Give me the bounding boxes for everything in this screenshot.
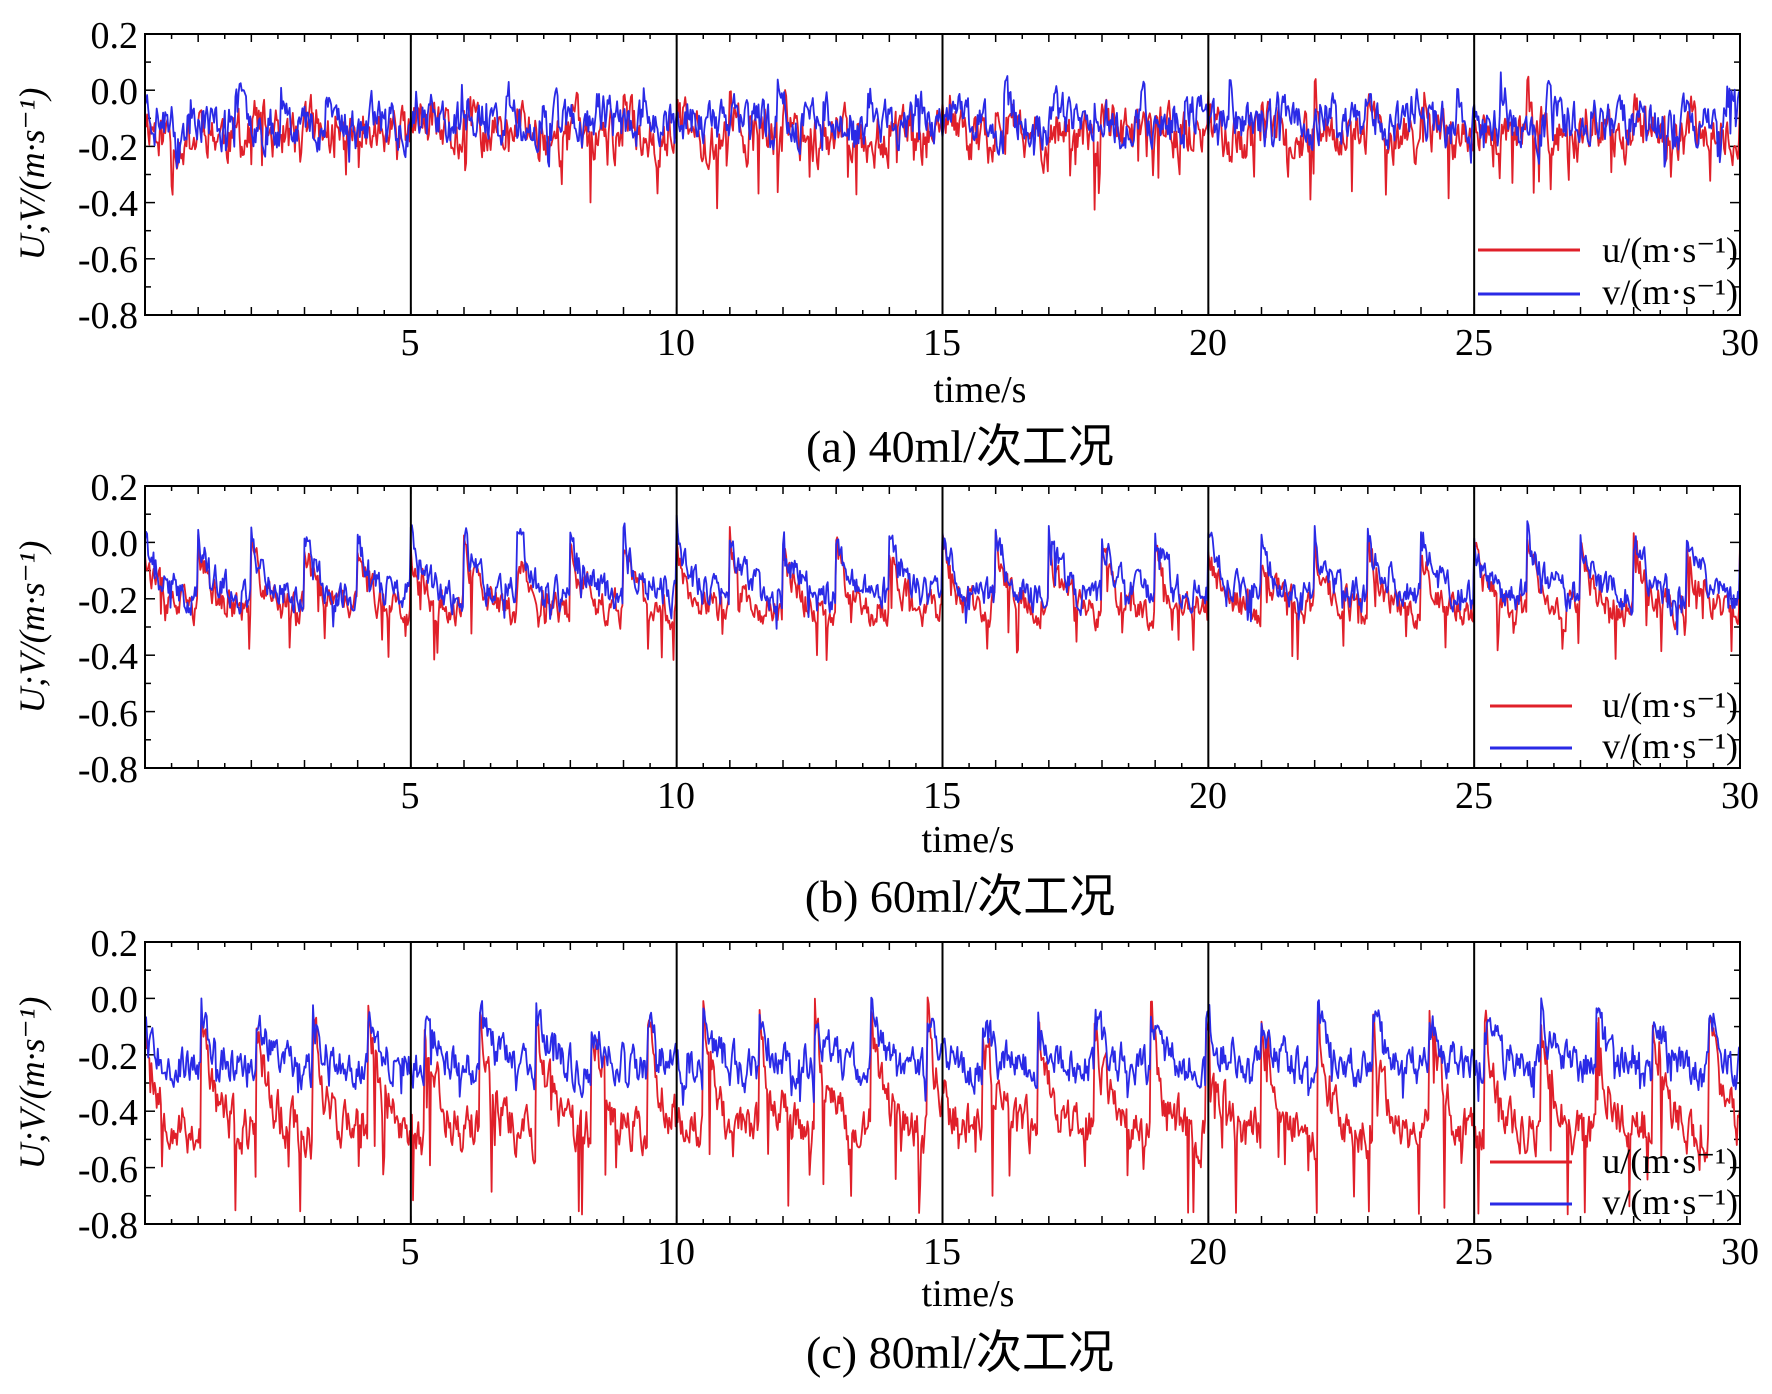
- xtick-label: 10: [657, 322, 695, 364]
- ytick-label: -0.6: [78, 693, 138, 735]
- ytick-label: -0.2: [78, 1036, 138, 1078]
- xtick-label: 30: [1721, 322, 1759, 364]
- plot-c-content: [144, 941, 1741, 1225]
- legend-label-v: v/(m·s⁻¹): [1602, 726, 1738, 766]
- xtick-label: 15: [923, 775, 961, 817]
- ytick-label: -0.6: [78, 239, 138, 281]
- plot-a-content: [144, 33, 1741, 316]
- x-axis-title: time/s: [934, 369, 1027, 411]
- xtick-label: 20: [1189, 775, 1227, 817]
- ytick-label: -0.6: [78, 1149, 138, 1191]
- xtick-label: 25: [1455, 322, 1493, 364]
- legend-label-v: v/(m·s⁻¹): [1602, 272, 1738, 312]
- ytick-label: -0.4: [78, 636, 138, 678]
- ytick-label: 0.0: [91, 71, 139, 113]
- ytick-label: 0.2: [91, 923, 139, 965]
- panel-caption: (a) 40ml/次工况: [806, 421, 1114, 472]
- legend-label-u: u/(m·s⁻¹): [1602, 1141, 1738, 1181]
- xtick-label: 25: [1455, 775, 1493, 817]
- xtick-label: 10: [657, 1231, 695, 1273]
- xtick-label: 5: [401, 322, 420, 364]
- plot-b-content: [144, 485, 1741, 769]
- legend-c: u/(m·s⁻¹) v/(m·s⁻¹): [1490, 1141, 1738, 1222]
- panel-a: 0.2 0.0 -0.2 -0.4 -0.6 -0.8 5 10 15 20 2…: [12, 15, 1759, 472]
- plot-c-frame: [144, 941, 1741, 1225]
- xtick-label: 30: [1721, 775, 1759, 817]
- panel-b: 0.2 0.0 -0.2 -0.4 -0.6 -0.8 5 10 15 20 2…: [12, 467, 1759, 922]
- x-axis-title: time/s: [922, 819, 1015, 861]
- ytick-label: -0.4: [78, 1092, 138, 1134]
- y-axis-title: U;V/(m·s⁻¹): [12, 541, 52, 714]
- xtick-label: 5: [401, 1231, 420, 1273]
- x-axis-title: time/s: [922, 1273, 1015, 1315]
- panel-caption: (c) 80ml/次工况: [806, 1327, 1114, 1378]
- xtick-label: 20: [1189, 1231, 1227, 1273]
- legend-label-u: u/(m·s⁻¹): [1602, 685, 1738, 725]
- ytick-label: -0.4: [78, 183, 138, 225]
- legend-b: u/(m·s⁻¹) v/(m·s⁻¹): [1490, 685, 1738, 766]
- ytick-label: 0.0: [91, 523, 139, 565]
- xtick-label: 15: [923, 1231, 961, 1273]
- xtick-label: 30: [1721, 1231, 1759, 1273]
- xtick-label: 20: [1189, 322, 1227, 364]
- y-axis-title: U;V/(m·s⁻¹): [12, 88, 52, 261]
- plot-a-frame: [144, 33, 1741, 316]
- ytick-label: 0.0: [91, 979, 139, 1021]
- ytick-label: -0.8: [78, 1205, 138, 1247]
- xtick-label: 15: [923, 322, 961, 364]
- y-axis-title: U;V/(m·s⁻¹): [12, 997, 52, 1170]
- ytick-label: 0.2: [91, 15, 139, 57]
- xtick-label: 10: [657, 775, 695, 817]
- ytick-label: 0.2: [91, 467, 139, 509]
- ytick-label: -0.8: [78, 749, 138, 791]
- panel-c: 0.2 0.0 -0.2 -0.4 -0.6 -0.8 5 10 15 20 2…: [12, 923, 1759, 1378]
- xtick-label: 25: [1455, 1231, 1493, 1273]
- panel-caption: (b) 60ml/次工况: [805, 871, 1115, 922]
- ytick-label: -0.2: [78, 127, 138, 169]
- ytick-label: -0.8: [78, 295, 138, 337]
- legend-label-v: v/(m·s⁻¹): [1602, 1182, 1738, 1222]
- legend-a: u/(m·s⁻¹) v/(m·s⁻¹): [1478, 230, 1738, 312]
- legend-label-u: u/(m·s⁻¹): [1602, 230, 1738, 270]
- xtick-label: 5: [401, 775, 420, 817]
- plot-b-frame: [144, 485, 1741, 769]
- ytick-label: -0.2: [78, 580, 138, 622]
